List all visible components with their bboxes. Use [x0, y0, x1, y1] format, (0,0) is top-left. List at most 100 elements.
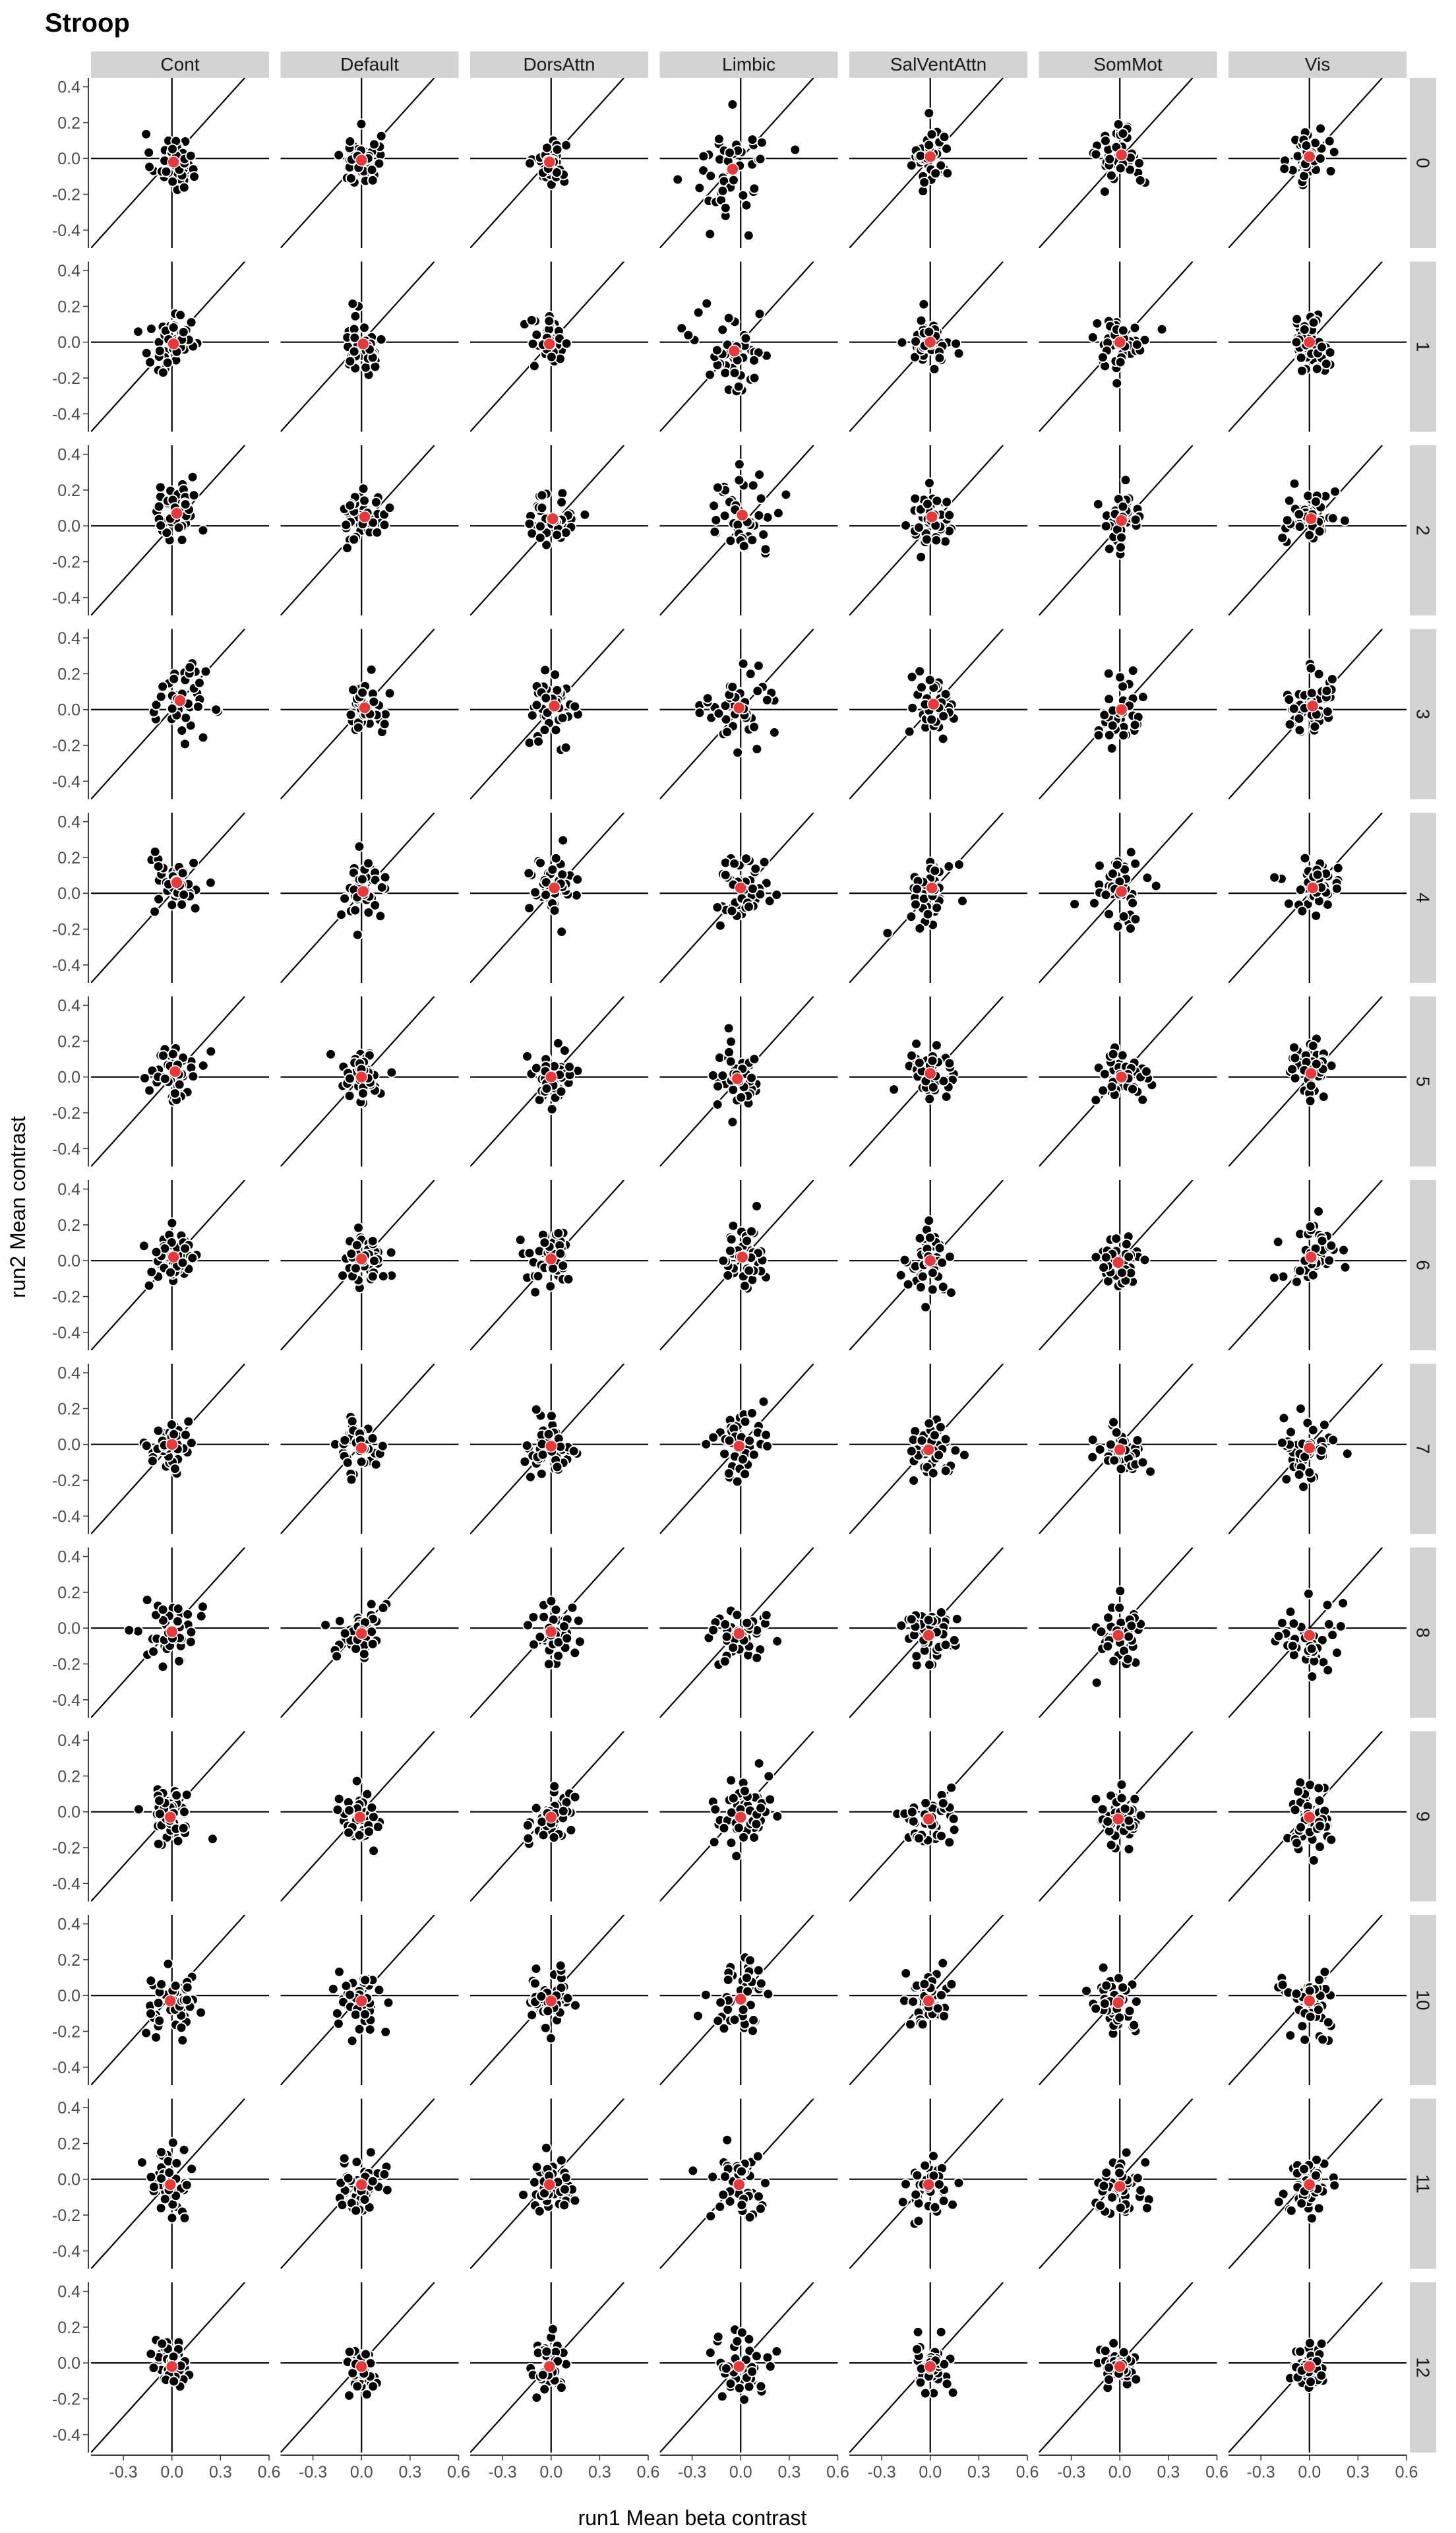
data-point [144, 161, 156, 173]
data-point [133, 1803, 144, 1815]
data-point [944, 1836, 956, 1848]
data-point [557, 487, 568, 499]
data-point [937, 1957, 949, 1969]
mean-point [726, 162, 739, 176]
data-point [930, 1040, 942, 1051]
data-point [725, 1774, 737, 1786]
data-point [748, 354, 760, 366]
data-point [181, 2179, 193, 2191]
data-point [717, 185, 729, 197]
scatter-panel [1228, 2098, 1407, 2269]
data-point [349, 904, 361, 916]
data-point [748, 721, 760, 733]
scatter-panel [280, 996, 459, 1167]
data-point [1331, 1647, 1343, 1659]
y-tick-label: 0.0 [57, 1252, 80, 1270]
data-point [741, 1617, 753, 1629]
data-point [789, 144, 801, 156]
data-point [359, 2009, 371, 2020]
data-point [152, 1425, 164, 1437]
data-point [536, 502, 548, 514]
y-tick-label: 0.2 [57, 114, 80, 133]
data-point [357, 483, 369, 495]
data-point [572, 873, 584, 885]
data-point [752, 660, 764, 672]
data-point [1325, 1239, 1337, 1251]
y-tick-label: -0.2 [52, 921, 80, 939]
mean-point [1302, 335, 1316, 349]
x-tick-label: 0.3 [398, 2463, 421, 2482]
data-point [882, 927, 894, 939]
data-point [367, 1638, 379, 1650]
scatter-panel [659, 629, 838, 799]
data-point [1116, 1792, 1128, 1804]
y-tick-label: 0.2 [57, 1216, 80, 1235]
data-point [1095, 1626, 1107, 1638]
data-point [1318, 1091, 1329, 1103]
data-point [379, 718, 390, 730]
scatter-panel [659, 78, 838, 248]
data-point [1314, 1974, 1325, 1986]
row-strip [1410, 1731, 1436, 1902]
identity-line [1228, 445, 1383, 615]
scatter-panel [280, 78, 459, 248]
data-point [723, 1046, 735, 1058]
data-point [1305, 662, 1317, 674]
data-point [380, 2026, 392, 2038]
column-strip [91, 51, 269, 78]
data-point [935, 160, 947, 172]
data-point [897, 2196, 909, 2208]
data-point [168, 673, 180, 685]
y-tick-label: -0.2 [52, 186, 80, 204]
data-point [157, 1604, 169, 1615]
row-strip-label: 7 [1413, 1444, 1434, 1454]
data-point [1091, 317, 1103, 329]
data-point [940, 1639, 952, 1651]
x-tick-label: 0.0 [919, 2463, 942, 2482]
data-point [1094, 1443, 1106, 1455]
data-point [150, 1246, 162, 1258]
data-point [724, 1245, 736, 1257]
data-point [708, 1624, 719, 1636]
data-point [1294, 1403, 1306, 1415]
data-point [181, 1982, 193, 1993]
mean-point [170, 876, 183, 889]
data-point [1128, 2019, 1140, 2031]
x-tick-label: 0.6 [258, 2463, 281, 2482]
data-point [753, 509, 765, 521]
y-tick-label: -0.2 [52, 1288, 80, 1307]
data-point [1295, 352, 1307, 363]
data-point [1107, 867, 1118, 879]
scatter-panel [470, 1548, 648, 1718]
data-point [941, 496, 953, 508]
row-strip [1410, 813, 1436, 983]
y-tick-label: 0.2 [57, 1400, 80, 1418]
data-point [1298, 324, 1310, 336]
data-point [188, 489, 200, 501]
data-point [152, 861, 164, 873]
data-point [543, 1658, 555, 1670]
y-tick-label: 0.4 [57, 813, 80, 832]
data-point [192, 701, 204, 712]
y-tick-label: -0.4 [52, 2426, 80, 2445]
data-point [149, 906, 161, 918]
data-point [759, 2177, 771, 2189]
x-tick-label: 0.0 [350, 2463, 373, 2482]
data-point [179, 1243, 191, 1255]
mean-point [734, 1811, 747, 1824]
data-point [1298, 1481, 1310, 1493]
mean-point [1114, 885, 1128, 898]
y-tick-label: 0.0 [57, 1069, 80, 1087]
mean-point [1306, 699, 1320, 713]
y-axis: 0.40.20.0-0.2-0.4 [52, 261, 89, 432]
data-point [1123, 1843, 1135, 1855]
data-point [1296, 2197, 1308, 2209]
data-point [923, 326, 935, 338]
data-point [934, 1242, 946, 1254]
data-point [557, 712, 568, 724]
data-point [727, 1084, 739, 1096]
data-point [908, 1474, 920, 1486]
data-point [369, 361, 381, 373]
data-point [1117, 681, 1129, 693]
data-point [1105, 1839, 1117, 1851]
